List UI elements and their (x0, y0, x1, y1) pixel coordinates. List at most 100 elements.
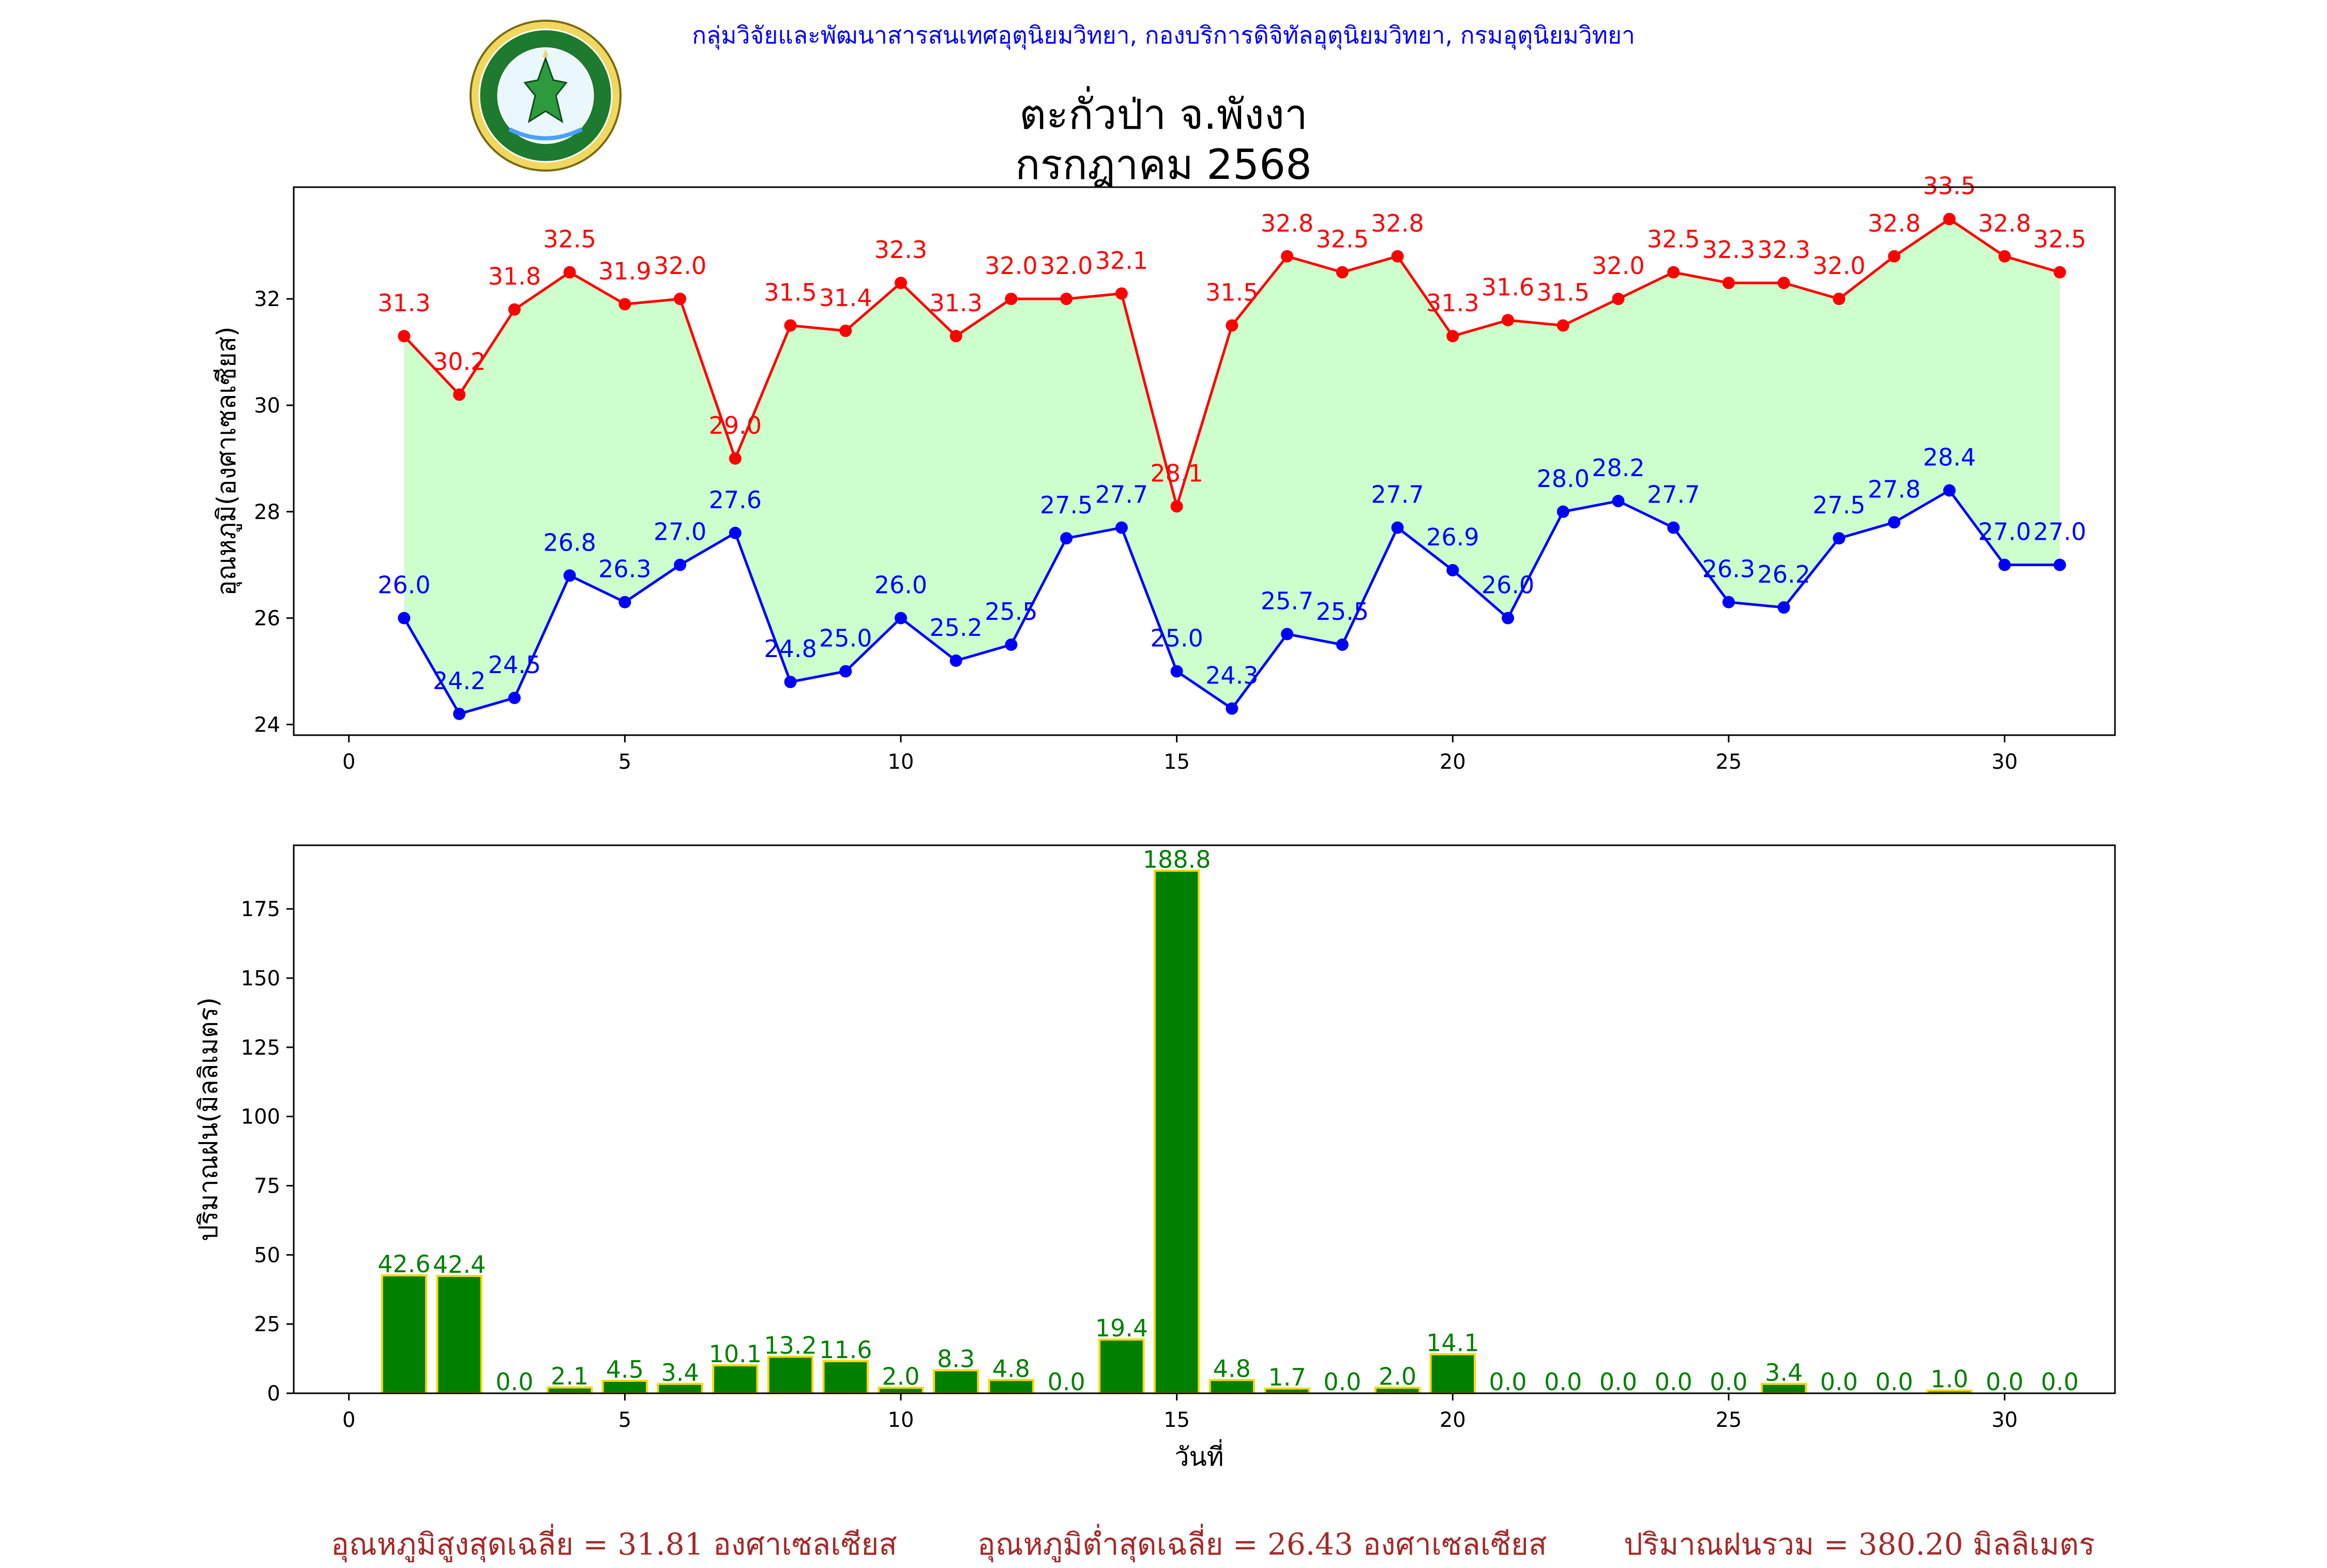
max-temp-label-day-3: 31.8 (488, 263, 541, 291)
min-temp-point-day-14 (1115, 521, 1128, 534)
rain-label-day-1: 42.6 (377, 1250, 430, 1278)
temp-y-tick-label-28: 28 (254, 500, 280, 524)
rain-bar-day-15 (1153, 870, 1200, 1395)
max-temp-point-day-8 (784, 319, 797, 332)
max-temp-label-day-24: 32.5 (1647, 225, 1700, 253)
min-temp-point-day-4 (563, 569, 576, 582)
temp-x-tick-label-25: 25 (1715, 750, 1742, 774)
max-temp-label-day-7: 29.0 (709, 412, 762, 439)
max-temp-label-day-25: 32.3 (1702, 236, 1755, 264)
temp-x-tick-label-10: 10 (888, 750, 914, 774)
min-temp-label-day-1: 26.0 (377, 571, 430, 599)
temp-x-tick-label-5: 5 (618, 750, 631, 774)
min-temp-point-day-1 (398, 612, 411, 625)
min-temp-point-day-8 (784, 676, 797, 689)
min-temp-label-day-30: 27.0 (1978, 518, 2031, 546)
rain-label-day-22: 0.0 (1544, 1368, 1582, 1396)
rain-y-tick-label-50: 50 (254, 1243, 280, 1267)
rain-label-day-11: 8.3 (937, 1345, 975, 1373)
min-temp-point-day-26 (1777, 601, 1790, 614)
min-temp-label-day-27: 27.5 (1812, 491, 1865, 519)
rain-bar-day-16 (1208, 1379, 1256, 1394)
max-temp-label-day-1: 31.3 (377, 289, 430, 317)
max-temp-point-day-1 (398, 330, 411, 343)
rain-label-day-16: 4.8 (1213, 1354, 1251, 1382)
max-temp-point-day-28 (1888, 250, 1901, 263)
temp-x-tick-label-15: 15 (1164, 750, 1190, 774)
max-temp-label-day-30: 32.8 (1978, 209, 2031, 237)
max-temp-label-day-9: 31.4 (819, 284, 872, 312)
max-temp-point-day-12 (1005, 293, 1018, 306)
rain-x-tick-label-5: 5 (618, 1408, 631, 1432)
min-temp-label-day-26: 26.2 (1757, 560, 1810, 588)
max-temp-point-day-15 (1170, 500, 1183, 513)
rain-bar-day-9 (822, 1360, 869, 1394)
max-temp-point-day-4 (563, 266, 576, 279)
min-temp-point-day-30 (1998, 558, 2011, 571)
max-temp-label-day-15: 28.1 (1150, 459, 1203, 487)
rain-label-day-26: 3.4 (1765, 1359, 1803, 1387)
min-temp-point-day-28 (1888, 516, 1901, 529)
rain-label-day-14: 19.4 (1095, 1314, 1148, 1342)
min-temp-label-day-8: 24.8 (764, 635, 817, 663)
max-temp-label-day-8: 31.5 (764, 279, 817, 307)
max-temp-point-day-26 (1777, 277, 1790, 290)
rain-label-day-2: 42.4 (433, 1251, 486, 1278)
max-temp-label-day-19: 32.8 (1371, 209, 1424, 237)
rain-x-tick-label-15: 15 (1164, 1408, 1190, 1432)
max-temp-point-day-7 (729, 452, 742, 465)
min-temp-point-day-31 (2053, 558, 2066, 571)
rain-label-day-9: 11.6 (819, 1336, 872, 1364)
min-temp-label-day-16: 24.3 (1205, 662, 1258, 690)
rain-label-day-5: 4.5 (606, 1356, 644, 1383)
min-temp-label-day-14: 27.7 (1095, 481, 1148, 509)
min-temp-label-day-24: 27.7 (1647, 481, 1700, 509)
max-temp-label-day-22: 31.5 (1537, 279, 1590, 307)
max-temp-label-day-17: 32.8 (1261, 209, 1313, 237)
max-temp-label-day-12: 32.0 (985, 252, 1037, 280)
min-temp-point-day-5 (618, 596, 631, 608)
min-temp-label-day-5: 26.3 (598, 555, 651, 583)
temperature-y-axis-label: อุณหภูมิ(องศาเซลเซียส) (211, 326, 242, 596)
rain-x-tick-label-20: 20 (1440, 1408, 1466, 1432)
rain-label-day-25: 0.0 (1710, 1368, 1747, 1396)
rainfall-plot-frame (293, 844, 2116, 1394)
rain-bar-day-2 (436, 1275, 482, 1394)
min-temp-label-day-23: 28.2 (1592, 454, 1644, 482)
rain-label-day-20: 14.1 (1426, 1329, 1479, 1357)
max-temp-point-day-6 (674, 293, 687, 306)
max-temp-point-day-25 (1722, 277, 1735, 290)
rain-x-tick-label-30: 30 (1991, 1408, 2018, 1432)
temp-y-tick-label-26: 26 (254, 607, 280, 631)
max-temp-label-day-16: 31.5 (1205, 279, 1258, 307)
max-temp-point-day-16 (1226, 319, 1238, 332)
max-temp-label-day-4: 32.5 (543, 225, 596, 253)
rain-label-day-18: 0.0 (1323, 1368, 1361, 1396)
max-temp-point-day-14 (1115, 287, 1128, 300)
rain-label-day-31: 0.0 (2041, 1368, 2079, 1396)
max-temp-point-day-11 (949, 330, 962, 343)
credit-line: กลุ่มวิจัยและพัฒนาสารสนเทศอุตุนิยมวิทยา,… (692, 21, 1635, 49)
rain-y-tick-label-150: 150 (241, 967, 280, 991)
max-temp-label-day-14: 32.1 (1095, 247, 1148, 275)
min-temp-point-day-29 (1943, 484, 1956, 497)
min-temp-point-day-15 (1170, 665, 1183, 678)
rain-label-day-21: 0.0 (1489, 1368, 1527, 1396)
max-temp-point-day-21 (1502, 314, 1514, 327)
temperature-panel: 31.330.231.832.531.9 32.029.031.5 31.432.3… (211, 172, 2116, 774)
min-temp-label-day-6: 27.0 (654, 518, 706, 546)
rain-label-day-4: 2.1 (551, 1362, 588, 1390)
temperature-range-fill (404, 219, 2060, 714)
min-temp-point-day-17 (1281, 628, 1294, 641)
min-temp-label-day-17: 25.7 (1261, 587, 1313, 615)
min-temp-label-day-22: 28.0 (1537, 465, 1590, 493)
min-temp-point-day-11 (949, 654, 962, 667)
min-temp-point-day-16 (1226, 702, 1238, 715)
min-temp-label-day-4: 26.8 (543, 528, 596, 556)
min-temp-point-day-10 (895, 612, 907, 625)
min-temp-point-day-24 (1667, 521, 1680, 534)
rain-label-day-17: 1.7 (1268, 1363, 1306, 1391)
temperature-plot-frame (293, 186, 2116, 736)
rain-label-day-19: 2.0 (1379, 1362, 1416, 1390)
min-temp-label-day-21: 26.0 (1482, 571, 1534, 599)
